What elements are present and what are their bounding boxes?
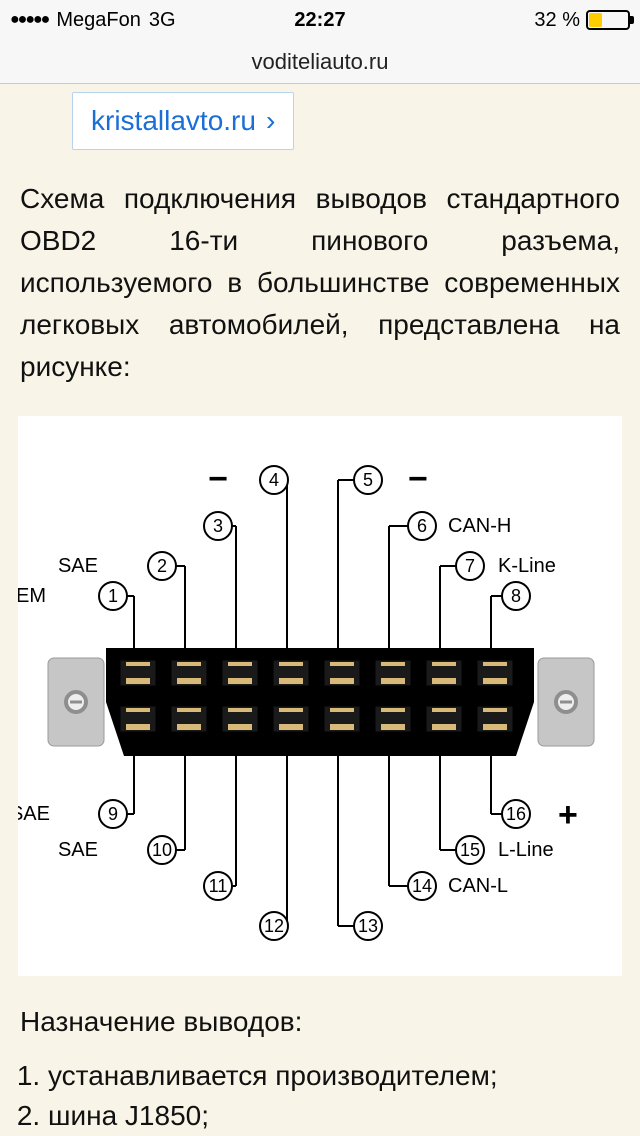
chevron-right-icon: › [266,105,275,137]
status-left: ●●●●● MegaFon 3G [10,9,176,32]
link-card-container: kristallavto.ru › [0,84,640,160]
obd2-pinout-diagram: 1 OEM 2 SAE 3 4 − 5 − 6 CAN-H 7 K-Line 8 9 SAE 10 SAE 11 12… [18,416,622,976]
svg-text:+: + [558,796,578,834]
svg-text:9: 9 [108,804,118,824]
svg-text:2: 2 [157,556,167,576]
svg-text:CAN-H: CAN-H [448,515,511,537]
svg-text:3: 3 [213,516,223,536]
svg-text:SAE: SAE [18,803,50,825]
carrier-label: MegaFon [56,9,141,32]
svg-text:SAE: SAE [58,555,98,577]
signal-strength-icon: ●●●●● [10,11,48,29]
svg-text:14: 14 [412,876,432,896]
network-label: 3G [149,9,176,32]
diagram-svg: 1 OEM 2 SAE 3 4 − 5 − 6 CAN-H 7 K-Line 8 9 SAE 10 SAE 11 12… [18,416,622,976]
svg-text:15: 15 [460,840,480,860]
pin-list-item: устанавливается производителем; [48,1056,620,1096]
svg-text:−: − [408,460,428,498]
intro-paragraph: Схема подключения выводов стандартного O… [0,160,640,398]
svg-text:CAN-L: CAN-L [448,875,508,897]
status-right: 32 % [534,9,630,32]
external-link-card[interactable]: kristallavto.ru › [72,92,294,150]
page-content: kristallavto.ru › Схема подключения выво… [0,84,640,1136]
svg-text:11: 11 [209,876,228,896]
svg-text:OEM: OEM [18,585,46,607]
link-text: kristallavto.ru [91,105,256,137]
pin-list-item: шина J1850; [48,1096,620,1136]
svg-text:7: 7 [465,556,475,576]
pin-list: устанавливается производителем;шина J185… [0,1056,640,1136]
pin-list-title: Назначение выводов: [0,976,640,1056]
svg-text:5: 5 [363,470,373,490]
svg-text:12: 12 [264,916,284,936]
battery-percent-label: 32 % [534,9,580,32]
svg-text:1: 1 [108,586,118,606]
battery-fill [589,13,602,27]
ios-status-bar: ●●●●● MegaFon 3G 22:27 32 % [0,0,640,40]
svg-text:−: − [208,460,228,498]
svg-text:13: 13 [358,916,378,936]
svg-text:8: 8 [511,586,521,606]
battery-icon [586,10,630,30]
svg-text:10: 10 [152,840,172,860]
svg-text:K-Line: K-Line [498,555,556,577]
clock: 22:27 [294,9,345,32]
svg-text:16: 16 [506,804,526,824]
browser-url-bar[interactable]: voditeliauto.ru [0,40,640,84]
svg-text:6: 6 [417,516,427,536]
svg-text:SAE: SAE [58,839,98,861]
svg-text:4: 4 [269,470,279,490]
svg-text:L-Line: L-Line [498,839,554,861]
url-text: voditeliauto.ru [252,49,389,75]
